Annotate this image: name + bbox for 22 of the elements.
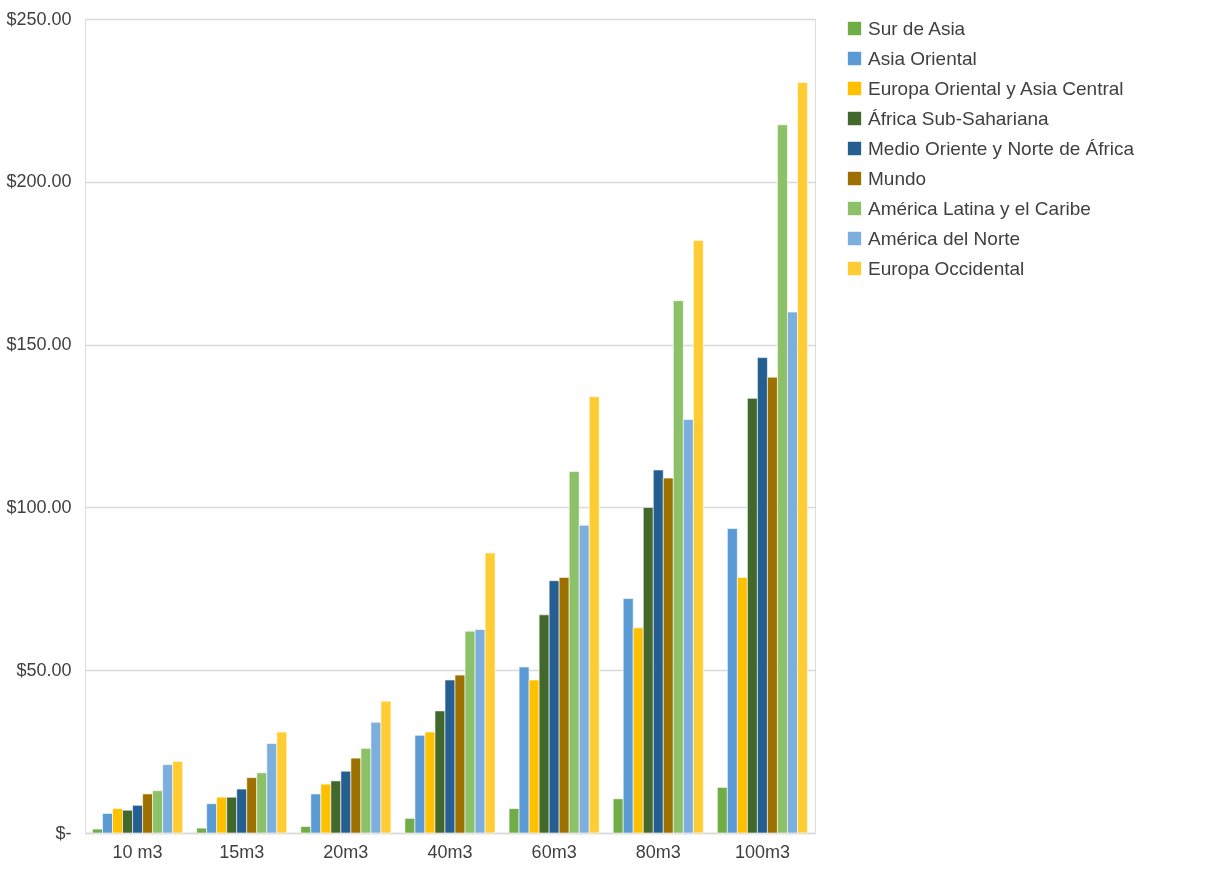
- x-tick-label: 20m3: [323, 841, 369, 862]
- x-tick-label: 60m3: [531, 841, 577, 862]
- y-tick-label: $50.00: [16, 659, 72, 680]
- y-tick-label: $150.00: [6, 334, 72, 355]
- y-tick-label: $100.00: [6, 496, 72, 517]
- x-tick-label: 100m3: [734, 841, 790, 862]
- legend-label: Europa Occidental: [868, 257, 1025, 279]
- legend-label: África Sub-Sahariana: [868, 107, 1050, 129]
- legend-label: Europa Oriental y Asia Central: [868, 77, 1124, 99]
- legend-label: Mundo: [868, 167, 927, 189]
- x-tick-label: 15m3: [219, 841, 265, 862]
- legend-label: América Latina y el Caribe: [868, 197, 1091, 219]
- legend-label: Medio Oriente y Norte de África: [868, 137, 1135, 159]
- y-tick-label: $250.00: [6, 8, 72, 29]
- y-tick-label: $200.00: [6, 171, 72, 192]
- y-tick-label: $-: [55, 822, 72, 843]
- x-tick-label: 80m3: [635, 841, 681, 862]
- x-tick-label: 40m3: [427, 841, 473, 862]
- legend-label: Sur de Asia: [868, 17, 966, 39]
- legend-label: Asia Oriental: [868, 47, 977, 69]
- legend-label: América del Norte: [868, 227, 1021, 249]
- x-tick-label: 10 m3: [112, 841, 163, 862]
